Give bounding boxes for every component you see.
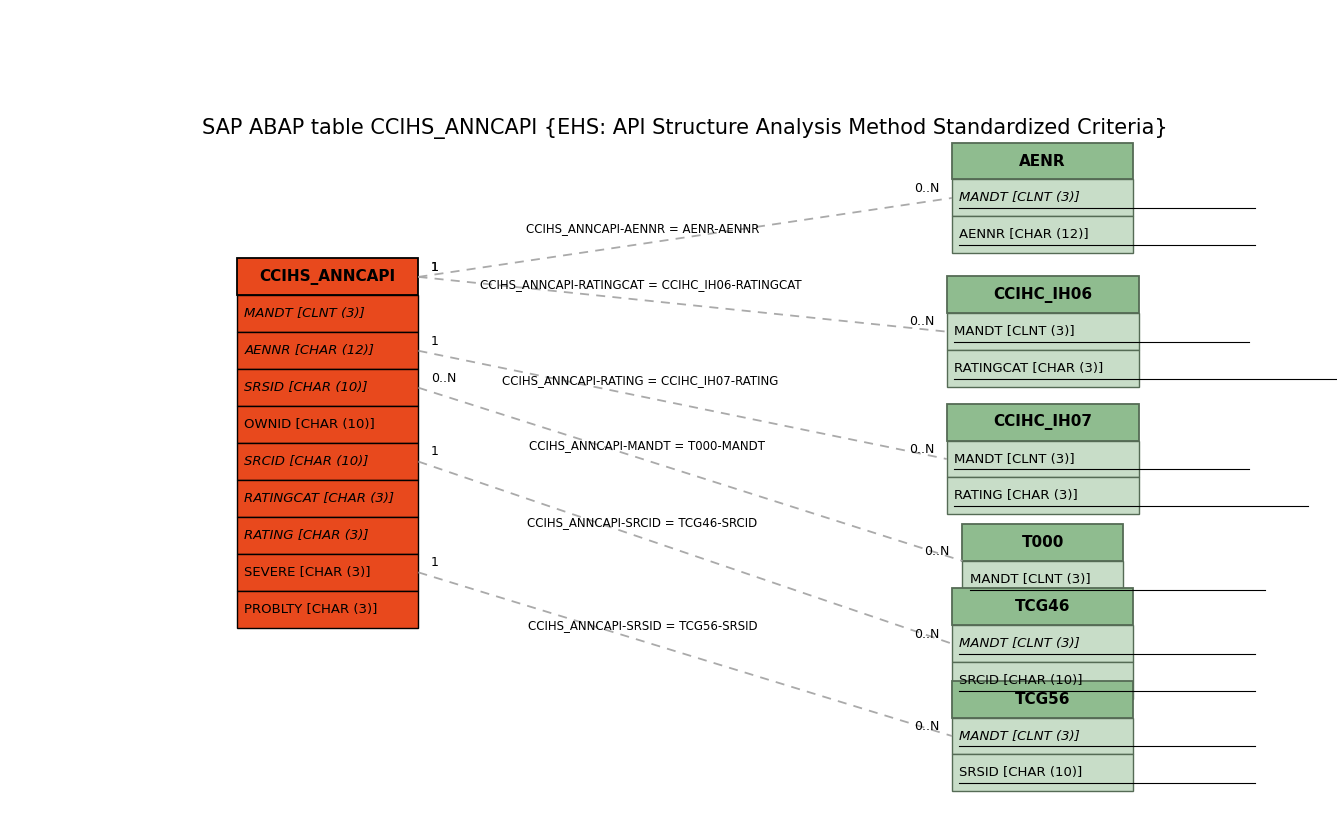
Text: 1: 1	[431, 446, 439, 458]
Text: SRSID [CHAR (10)]: SRSID [CHAR (10)]	[959, 767, 1083, 780]
Text: CCIHS_ANNCAPI-SRCID = TCG46-SRCID: CCIHS_ANNCAPI-SRCID = TCG46-SRCID	[527, 516, 758, 529]
Text: 1: 1	[431, 335, 439, 347]
FancyBboxPatch shape	[237, 443, 418, 480]
Text: CCIHS_ANNCAPI-SRSID = TCG56-SRSID: CCIHS_ANNCAPI-SRSID = TCG56-SRSID	[528, 619, 757, 632]
Text: 0..N: 0..N	[915, 628, 940, 640]
FancyBboxPatch shape	[237, 554, 418, 590]
FancyBboxPatch shape	[963, 524, 1123, 561]
FancyBboxPatch shape	[947, 313, 1139, 350]
Text: SRCID [CHAR (10)]: SRCID [CHAR (10)]	[245, 455, 369, 468]
Text: 0..N: 0..N	[909, 315, 935, 328]
FancyBboxPatch shape	[947, 276, 1139, 313]
FancyBboxPatch shape	[237, 332, 418, 369]
Text: 1: 1	[431, 557, 439, 569]
FancyBboxPatch shape	[947, 404, 1139, 441]
Text: T000: T000	[1021, 535, 1064, 550]
Text: AENR: AENR	[1019, 154, 1066, 169]
FancyBboxPatch shape	[952, 754, 1134, 791]
FancyBboxPatch shape	[237, 590, 418, 628]
Text: MANDT [CLNT (3)]: MANDT [CLNT (3)]	[245, 308, 365, 320]
FancyBboxPatch shape	[952, 142, 1134, 179]
Text: CCIHS_ANNCAPI-MANDT = T000-MANDT: CCIHS_ANNCAPI-MANDT = T000-MANDT	[529, 438, 765, 452]
Text: TCG46: TCG46	[1015, 600, 1071, 614]
Text: CCIHC_IH07: CCIHC_IH07	[993, 414, 1092, 430]
Text: MANDT [CLNT (3)]: MANDT [CLNT (3)]	[959, 729, 1080, 743]
Text: MANDT [CLNT (3)]: MANDT [CLNT (3)]	[969, 573, 1090, 586]
Text: CCIHS_ANNCAPI-AENNR = AENR-AENNR: CCIHS_ANNCAPI-AENNR = AENR-AENNR	[525, 222, 759, 235]
FancyBboxPatch shape	[952, 217, 1134, 253]
FancyBboxPatch shape	[947, 477, 1139, 514]
Text: AENNR [CHAR (12)]: AENNR [CHAR (12)]	[959, 228, 1088, 241]
FancyBboxPatch shape	[947, 350, 1139, 387]
Text: OWNID [CHAR (10)]: OWNID [CHAR (10)]	[245, 418, 376, 431]
FancyBboxPatch shape	[963, 561, 1123, 598]
FancyBboxPatch shape	[237, 480, 418, 517]
Text: TCG56: TCG56	[1015, 691, 1071, 706]
Text: 0..N: 0..N	[909, 442, 935, 456]
Text: MANDT [CLNT (3)]: MANDT [CLNT (3)]	[955, 325, 1075, 338]
FancyBboxPatch shape	[237, 517, 418, 554]
FancyBboxPatch shape	[237, 295, 418, 332]
Text: 1: 1	[431, 261, 439, 274]
FancyBboxPatch shape	[952, 662, 1134, 699]
FancyBboxPatch shape	[947, 441, 1139, 477]
Text: 0..N: 0..N	[431, 371, 456, 385]
FancyBboxPatch shape	[952, 625, 1134, 662]
Text: RATING [CHAR (3)]: RATING [CHAR (3)]	[955, 490, 1078, 503]
Text: CCIHS_ANNCAPI: CCIHS_ANNCAPI	[259, 269, 396, 285]
Text: RATING [CHAR (3)]: RATING [CHAR (3)]	[245, 529, 369, 542]
Text: CCIHS_ANNCAPI-RATING = CCIHC_IH07-RATING: CCIHS_ANNCAPI-RATING = CCIHC_IH07-RATING	[503, 375, 778, 387]
Text: CCIHS_ANNCAPI-RATINGCAT = CCIHC_IH06-RATINGCAT: CCIHS_ANNCAPI-RATINGCAT = CCIHC_IH06-RAT…	[480, 278, 801, 291]
Text: MANDT [CLNT (3)]: MANDT [CLNT (3)]	[959, 191, 1080, 204]
Text: 1: 1	[431, 261, 439, 274]
Text: RATINGCAT [CHAR (3)]: RATINGCAT [CHAR (3)]	[245, 492, 394, 505]
Text: SRCID [CHAR (10)]: SRCID [CHAR (10)]	[959, 674, 1083, 687]
FancyBboxPatch shape	[237, 369, 418, 406]
Text: RATINGCAT [CHAR (3)]: RATINGCAT [CHAR (3)]	[955, 362, 1103, 375]
FancyBboxPatch shape	[237, 406, 418, 443]
Text: MANDT [CLNT (3)]: MANDT [CLNT (3)]	[959, 637, 1080, 650]
Text: MANDT [CLNT (3)]: MANDT [CLNT (3)]	[955, 452, 1075, 466]
Text: SAP ABAP table CCIHS_ANNCAPI {EHS: API Structure Analysis Method Standardized Cr: SAP ABAP table CCIHS_ANNCAPI {EHS: API S…	[202, 118, 1169, 139]
Text: 0..N: 0..N	[915, 182, 940, 195]
Text: AENNR [CHAR (12)]: AENNR [CHAR (12)]	[245, 344, 374, 357]
Text: SRSID [CHAR (10)]: SRSID [CHAR (10)]	[245, 381, 368, 394]
FancyBboxPatch shape	[952, 588, 1134, 625]
Text: PROBLTY [CHAR (3)]: PROBLTY [CHAR (3)]	[245, 603, 377, 616]
FancyBboxPatch shape	[237, 258, 418, 295]
Text: SEVERE [CHAR (3)]: SEVERE [CHAR (3)]	[245, 566, 370, 579]
Text: 0..N: 0..N	[915, 719, 940, 733]
Text: 0..N: 0..N	[925, 545, 951, 557]
Text: CCIHC_IH06: CCIHC_IH06	[993, 287, 1092, 303]
FancyBboxPatch shape	[952, 718, 1134, 754]
FancyBboxPatch shape	[952, 681, 1134, 718]
FancyBboxPatch shape	[952, 179, 1134, 217]
